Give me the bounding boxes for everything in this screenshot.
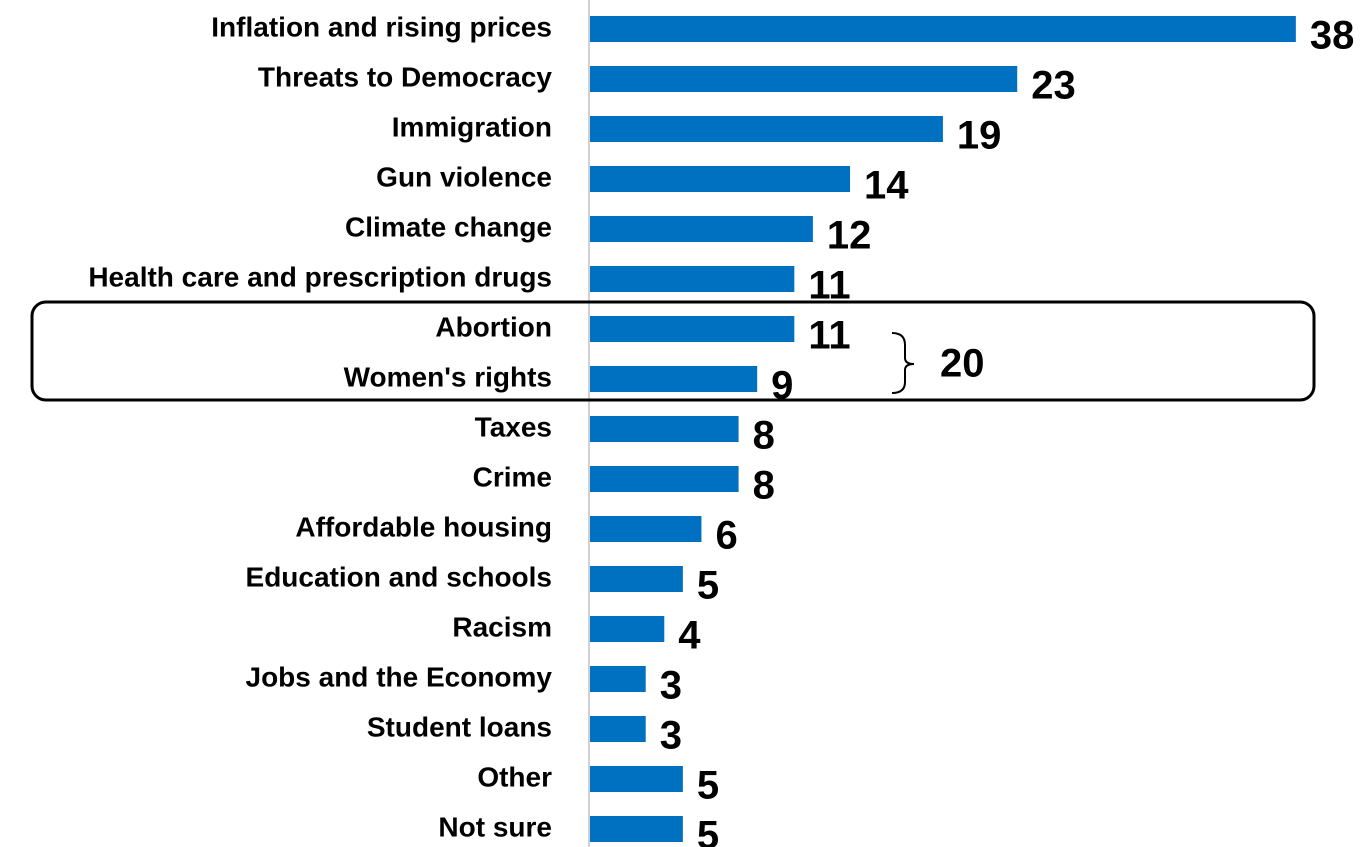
category-label: Gun violence [376, 161, 552, 192]
bar [590, 566, 683, 592]
bar [590, 666, 646, 692]
bar [590, 516, 702, 542]
category-label: Affordable housing [295, 511, 552, 542]
value-label: 19 [957, 114, 1002, 158]
value-label: 5 [697, 814, 719, 847]
value-label: 9 [771, 364, 793, 408]
category-label: Climate change [345, 211, 552, 242]
bar [590, 16, 1296, 42]
category-label: Student loans [367, 711, 552, 742]
category-label: Taxes [475, 411, 552, 442]
category-label: Other [477, 761, 552, 792]
value-label: 5 [697, 764, 719, 808]
category-label: Not sure [438, 811, 552, 842]
value-label: 6 [715, 514, 737, 558]
annotation: 20 [940, 342, 985, 386]
bar [590, 416, 739, 442]
bar [590, 466, 739, 492]
category-label: Abortion [435, 311, 552, 342]
value-label: 3 [660, 664, 682, 708]
value-label: 8 [753, 464, 775, 508]
value-label: 4 [678, 614, 701, 658]
bracket [891, 332, 915, 394]
category-label: Women's rights [344, 361, 552, 392]
category-label: Health care and prescription drugs [88, 261, 552, 292]
bar [590, 366, 758, 392]
bar [590, 116, 943, 142]
value-label: 8 [753, 414, 775, 458]
category-label: Racism [452, 611, 552, 642]
value-label: 14 [864, 164, 909, 208]
category-label: Immigration [392, 111, 552, 142]
bar [590, 66, 1018, 92]
value-label: 23 [1031, 64, 1076, 108]
value-label: 38 [1310, 14, 1355, 58]
category-label: Threats to Democracy [258, 61, 553, 92]
bar [590, 316, 795, 342]
value-label: 3 [660, 714, 682, 758]
category-label: Jobs and the Economy [246, 661, 553, 692]
value-label: 5 [697, 564, 719, 608]
category-label: Education and schools [246, 561, 552, 592]
value-label: 11 [808, 314, 850, 358]
bar [590, 816, 683, 842]
value-label: 12 [827, 214, 872, 258]
bar [590, 616, 665, 642]
category-label: Inflation and rising prices [211, 11, 552, 42]
highlight-box [30, 300, 1316, 402]
bar [590, 166, 851, 192]
bar [590, 716, 646, 742]
bar [590, 266, 795, 292]
value-label: 11 [808, 264, 850, 308]
bar [590, 766, 683, 792]
bar [590, 216, 813, 242]
category-label: Crime [473, 461, 552, 492]
